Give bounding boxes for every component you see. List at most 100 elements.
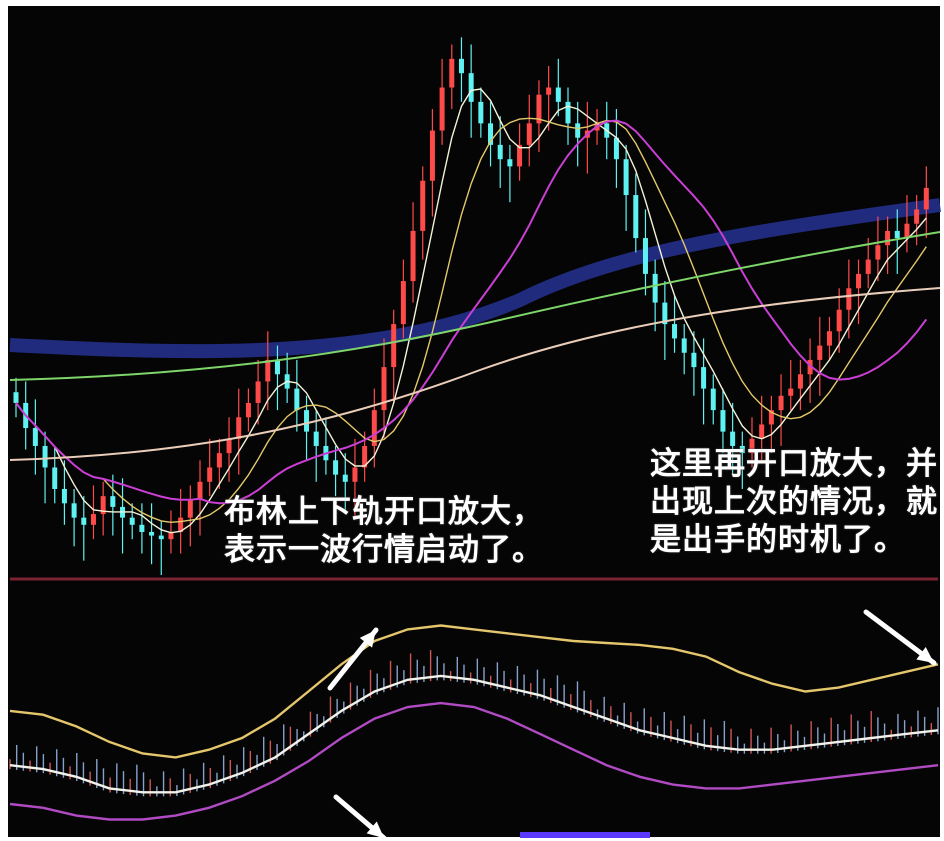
annotation-left-line1: 布林上下轨开口放大， [224, 494, 544, 530]
candle-body [633, 195, 639, 239]
ma-long-line [15, 119, 928, 505]
candle-body [197, 481, 203, 500]
candle-body [546, 87, 552, 95]
candle-body [797, 374, 803, 389]
candle-body [410, 230, 416, 282]
candle-body [61, 488, 67, 504]
candle-body [265, 359, 271, 382]
arrow-down-lower-band-head [366, 821, 384, 838]
candle-body [759, 424, 765, 439]
candle-body [904, 223, 910, 239]
candle-body [71, 503, 77, 518]
candle-body [807, 359, 813, 375]
bollinger-upper-line [9, 624, 939, 759]
candle-body [226, 438, 232, 454]
candle-body [536, 94, 542, 124]
candle-body [216, 453, 222, 468]
candle-body [100, 496, 106, 515]
ma-year-green-line [9, 231, 941, 381]
candle-body [623, 159, 629, 196]
candle-body [701, 367, 707, 389]
candle-body [788, 388, 794, 396]
candle-body [207, 467, 213, 482]
candle-body [846, 288, 852, 310]
candle-body [178, 517, 184, 532]
annotation-arrows [327, 609, 937, 841]
candle-body [236, 417, 242, 439]
candle-body [139, 524, 145, 532]
candle-body [691, 352, 697, 368]
candle-body [468, 73, 474, 102]
candle-body [749, 438, 755, 454]
candle-body [768, 410, 774, 425]
candle-body [362, 445, 368, 468]
candle-body [274, 359, 280, 375]
candle-body [429, 130, 435, 181]
candle-body [739, 445, 745, 454]
candle-body [555, 87, 561, 102]
candle-body [13, 392, 19, 403]
candle-body [352, 467, 358, 482]
annotation-right-line1: 这里再开口放大，并 [650, 446, 938, 482]
candle-body [613, 137, 619, 160]
arrow-right-band-head [916, 647, 934, 663]
candle-body [381, 367, 387, 411]
candle-body [488, 123, 494, 145]
chart-background [8, 6, 940, 837]
candle-body [90, 514, 96, 525]
candle-body [32, 428, 38, 446]
candle-body [294, 388, 300, 411]
candle-body [672, 324, 678, 339]
candle-body [526, 123, 532, 145]
candle-body [371, 410, 377, 446]
candle-body [187, 499, 193, 518]
candle-body [575, 123, 581, 138]
ma-year-beige-line [9, 287, 941, 461]
annotation-right: 这里再开口放大，并 出现上次的情况，就 是出手的时机了。 [650, 445, 938, 559]
candle-body [449, 58, 455, 88]
candle-body [836, 309, 842, 332]
candle-body [168, 531, 174, 540]
ma-short-line [15, 88, 927, 534]
volume-band [9, 198, 941, 359]
candle-body [730, 431, 736, 446]
bollinger-indicator-panel [9, 624, 939, 821]
ma-mid-line [15, 117, 927, 524]
candle-body [662, 302, 668, 325]
candle-body [255, 381, 261, 403]
candle-body [391, 324, 397, 368]
candle-body [894, 230, 900, 239]
bollinger-middle-line [9, 674, 939, 794]
candle-body [400, 281, 406, 325]
candle-body [507, 159, 513, 167]
main-price-panel [9, 37, 941, 581]
candle-body [158, 535, 164, 540]
candle-body [149, 531, 155, 536]
candle-body [304, 410, 310, 432]
candle-body [497, 144, 503, 160]
candle-body [81, 517, 87, 525]
volume-highlight [520, 832, 650, 838]
annotation-left: 布林上下轨开口放大， 表示一波行情启动了。 [224, 493, 544, 569]
candle-body [885, 230, 891, 246]
candle-body [245, 402, 251, 418]
candle-body [778, 395, 784, 411]
candle-body [710, 388, 716, 411]
bollinger-lower-line [9, 701, 939, 821]
candle-body [817, 345, 823, 360]
candle-body [420, 180, 426, 231]
candle-body [826, 331, 832, 346]
annotation-right-line2: 出现上次的情况，就 [650, 484, 938, 520]
candle-body [652, 273, 658, 303]
annotation-left-line2: 表示一波行情启动了。 [224, 532, 544, 568]
annotation-right-line3: 是出手的时机了。 [650, 522, 906, 558]
candle-body [313, 431, 319, 446]
candle-body [720, 410, 726, 432]
candle-body [42, 445, 48, 468]
candle-body [642, 238, 648, 274]
candle-body [333, 460, 339, 475]
candle-body [517, 144, 523, 167]
candle-body [458, 58, 464, 74]
